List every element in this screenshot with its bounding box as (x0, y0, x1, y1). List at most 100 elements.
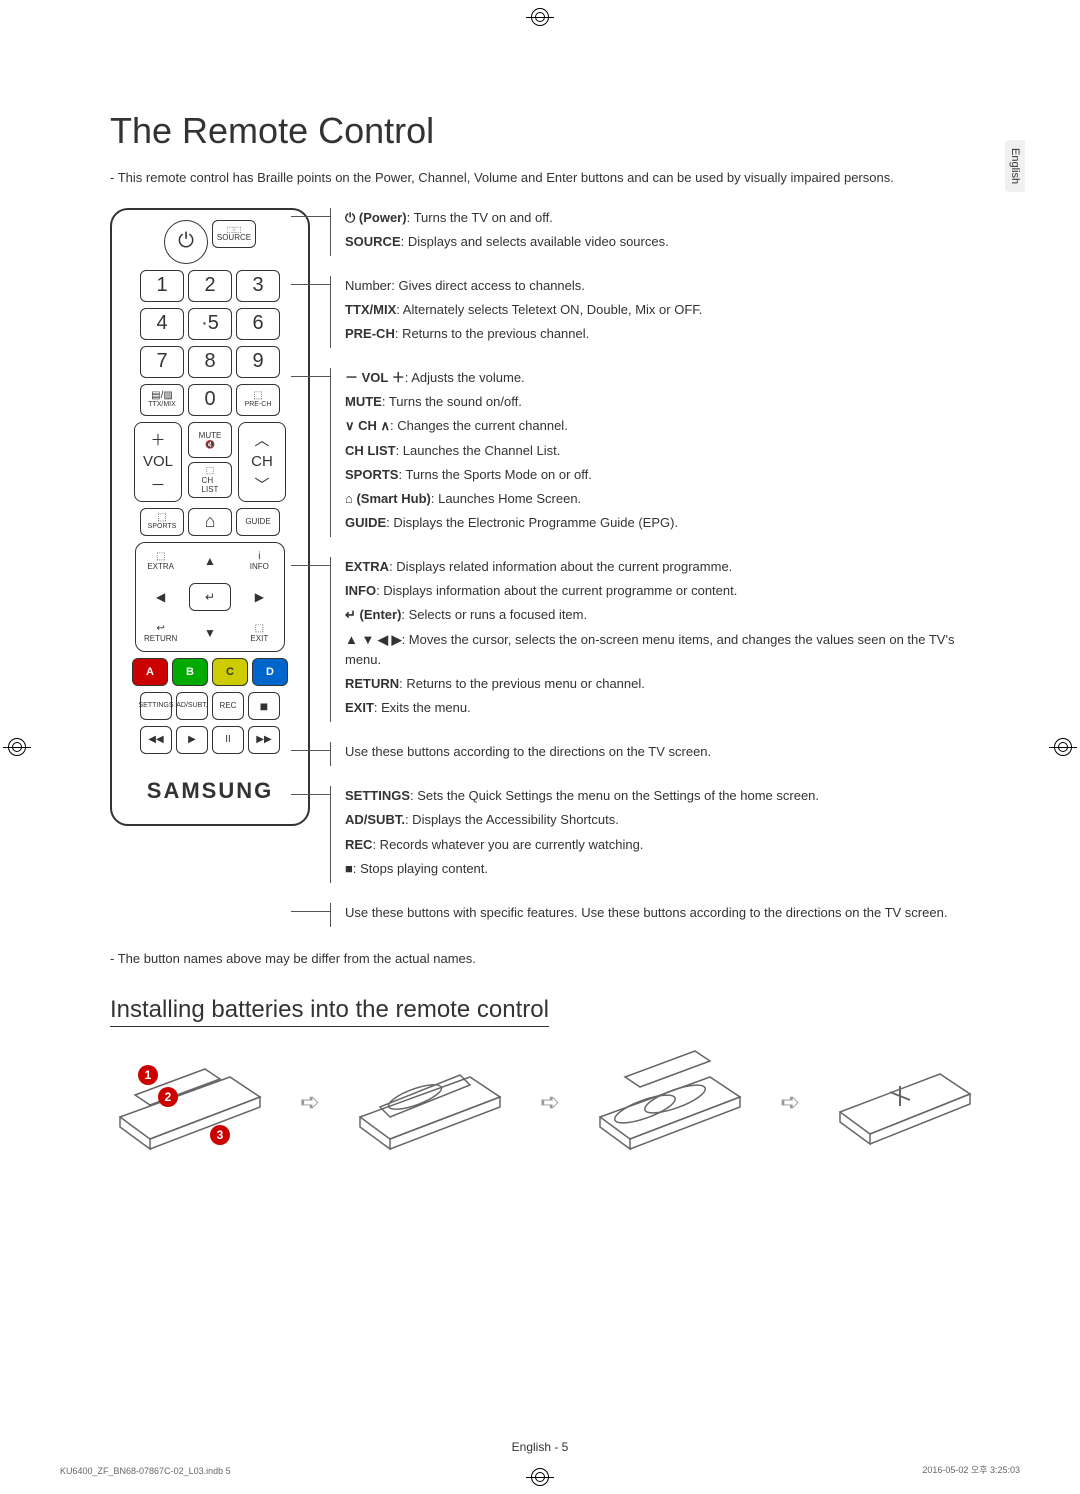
rec-button: REC (212, 692, 244, 720)
note-text: The button names above may be differ fro… (110, 951, 990, 966)
arrow-icon: ➪ (780, 1088, 800, 1117)
desc-arrows-bold: ▲ ▼ ◀ ▶ (345, 632, 402, 647)
exit-icon: ⬚ (255, 623, 264, 634)
desc-adsubt-text: : Displays the Accessibility Shortcuts. (405, 812, 619, 827)
desc-mute-text: : Turns the sound on/off. (382, 394, 522, 409)
num-9: 9 (236, 346, 280, 378)
info-icon: i (258, 551, 260, 562)
desc-group-3: － VOL ＋: Adjusts the volume. MUTE: Turns… (330, 368, 990, 537)
desc-exit-bold: EXIT (345, 700, 374, 715)
desc-hub-bold: ⌂ (Smart Hub) (345, 491, 431, 506)
num-0: 0 (188, 384, 232, 416)
desc-enter-text: : Selects or runs a focused item. (401, 607, 587, 622)
desc-group-1: ⏻ (Power): Turns the TV on and off. SOUR… (330, 208, 990, 256)
registration-mark-right (1054, 738, 1072, 756)
desc-source-bold: SOURCE (345, 234, 401, 249)
sports-label: SPORTS (148, 523, 177, 530)
desc-ch-bold: ∨ CH ∧ (345, 418, 390, 433)
mute-label: MUTE (199, 431, 222, 440)
pause-button: II (212, 726, 244, 754)
desc-info-bold: INFO (345, 583, 376, 598)
desc-group-7: Use these buttons with specific features… (330, 903, 990, 927)
desc-info-text: : Displays information about the current… (376, 583, 737, 598)
remote-column: ⏻ ⬚⬚ SOURCE 123 4·56 789 ▤/▨TTX/MIX 0 ⬚P… (110, 208, 310, 928)
registration-mark-left (8, 738, 26, 756)
desc-settings-text: : Sets the Quick Settings the menu on th… (410, 788, 819, 803)
ttx-button: ▤/▨TTX/MIX (140, 384, 184, 416)
desc-chlist-text: : Launches the Channel List. (396, 443, 561, 458)
volume-rocker: ＋ VOL － (134, 422, 182, 502)
desc-exit-text: : Exits the menu. (374, 700, 471, 715)
language-tab: English (1005, 140, 1025, 192)
dpad: ⬚EXTRA ▲ iINFO ◀ ↵ ▶ ↩RETURN ▼ ⬚EXIT (135, 542, 285, 652)
desc-sports-text: : Turns the Sports Mode on or off. (398, 467, 591, 482)
vol-minus: － (150, 474, 165, 495)
page-title: The Remote Control (110, 110, 990, 152)
info-button: iINFO (235, 543, 284, 579)
rewind-button: ◀◀ (140, 726, 172, 754)
desc-enter-bold: ↵ (Enter) (345, 607, 401, 622)
page-footer: English - 5 (0, 1440, 1080, 1454)
info-label: INFO (250, 562, 269, 571)
desc-source-text: : Displays and selects available video s… (401, 234, 669, 249)
arrow-icon: ➪ (540, 1088, 560, 1117)
desc-ch-text: : Changes the current channel. (390, 418, 568, 433)
desc-mute-bold: MUTE (345, 394, 382, 409)
vol-label: VOL (143, 453, 173, 470)
mute-button: MUTE 🔇 (188, 422, 232, 458)
play-button: ▶ (176, 726, 208, 754)
power-button: ⏻ (164, 220, 208, 264)
step-num-1: 1 (138, 1065, 158, 1085)
num-3: 3 (236, 270, 280, 302)
desc-guide-bold: GUIDE (345, 515, 386, 530)
desc-colors-text: Use these buttons according to the direc… (345, 744, 711, 759)
desc-rec-text: : Records whatever you are currently wat… (372, 837, 643, 852)
samsung-logo: SAMSUNG (147, 760, 273, 814)
dpad-right: ▶ (235, 579, 284, 615)
mute-icon: 🔇 (205, 440, 215, 449)
exit-label: EXIT (250, 634, 268, 643)
desc-rec-bold: REC (345, 837, 372, 852)
step-num-2: 2 (158, 1087, 178, 1107)
battery-step-4 (830, 1052, 980, 1152)
desc-group-2: Number: Gives direct access to channels.… (330, 276, 990, 348)
num-5: ·5 (188, 308, 232, 340)
desc-extra-text: : Displays related information about the… (389, 559, 732, 574)
registration-mark-bottom (531, 1468, 549, 1486)
dpad-down: ▼ (185, 615, 234, 651)
exit-button: ⬚EXIT (235, 615, 284, 651)
vol-plus: ＋ (150, 429, 165, 450)
battery-step-2 (350, 1047, 510, 1157)
adsubt-button: AD/SUBT. (176, 692, 208, 720)
battery-step-1: 1 2 3 (110, 1047, 270, 1157)
color-c-button: C (212, 658, 248, 686)
desc-extra-bold: EXTRA (345, 559, 389, 574)
desc-transport-text: Use these buttons with specific features… (345, 905, 947, 920)
desc-return-bold: RETURN (345, 676, 399, 691)
num-2: 2 (188, 270, 232, 302)
desc-arrows-text: : Moves the cursor, selects the on-scree… (345, 632, 954, 667)
chlist-button: ⬚ CH LIST (188, 462, 232, 498)
forward-button: ▶▶ (248, 726, 280, 754)
desc-vol-bold: － VOL ＋ (345, 370, 405, 385)
color-b-button: B (172, 658, 208, 686)
home-button: ⌂ (188, 508, 232, 536)
source-label: SOURCE (217, 234, 251, 242)
guide-button: GUIDE (236, 508, 280, 536)
return-button: ↩RETURN (136, 615, 185, 651)
footer-left: KU6400_ZF_BN68-07867C-02_L03.indb 5 (60, 1466, 231, 1476)
desc-stop-text: : Stops playing content. (353, 861, 488, 876)
arrow-icon: ➪ (300, 1088, 320, 1117)
extra-label: EXTRA (147, 562, 174, 571)
prech-label: PRE-CH (245, 401, 272, 408)
desc-settings-bold: SETTINGS (345, 788, 410, 803)
source-button: ⬚⬚ SOURCE (212, 220, 256, 248)
ch-up: ︿ (254, 429, 269, 450)
desc-group-6: SETTINGS: Sets the Quick Settings the me… (330, 786, 990, 883)
return-icon: ↩ (156, 623, 164, 634)
registration-mark-top (531, 8, 549, 26)
stop-button: ■ (248, 692, 280, 720)
section-heading: Installing batteries into the remote con… (110, 996, 549, 1027)
desc-group-4: EXTRA: Displays related information abou… (330, 557, 990, 722)
num-7: 7 (140, 346, 184, 378)
